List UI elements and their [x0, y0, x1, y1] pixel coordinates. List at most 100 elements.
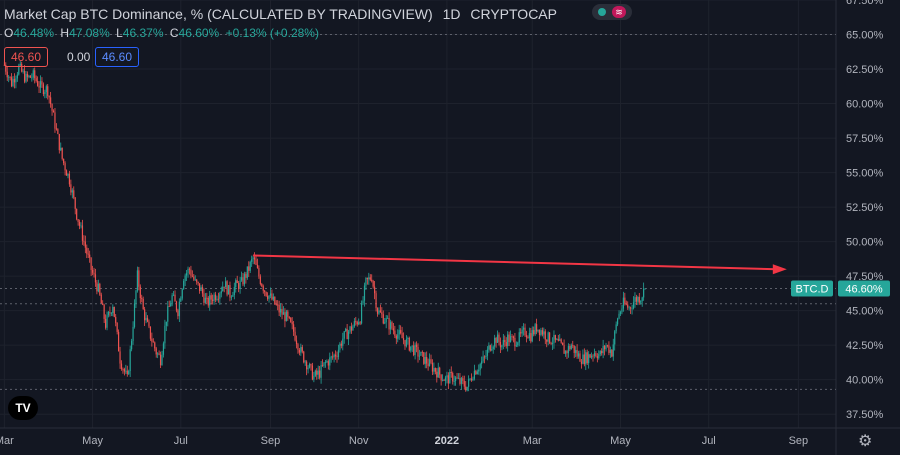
candle-body: [291, 322, 293, 325]
candle-body: [132, 326, 134, 342]
candle-body: [70, 184, 72, 193]
candle-body: [146, 317, 149, 322]
candle-body: [22, 70, 24, 72]
tradingview-logo[interactable]: TV: [8, 396, 38, 420]
candle-body: [107, 312, 110, 316]
candle-body: [598, 354, 600, 359]
candle-body: [417, 346, 419, 357]
candle-body: [608, 345, 610, 353]
market-status-pill[interactable]: ≋: [592, 4, 632, 20]
candle-body: [359, 322, 361, 324]
candle-body: [452, 373, 454, 382]
candle-body: [262, 286, 264, 291]
candle-body: [32, 70, 34, 78]
candle-body: [421, 351, 423, 353]
candle-body: [564, 351, 567, 354]
candle-body: [47, 86, 49, 96]
candle-body: [440, 374, 442, 381]
candle-body: [21, 63, 23, 72]
candle-body: [580, 361, 583, 364]
candle-body: [210, 295, 212, 300]
candle-body: [478, 369, 480, 372]
candle-body: [394, 330, 396, 336]
candle-body: [52, 110, 55, 113]
candle-body: [586, 352, 588, 364]
candle-body: [492, 346, 494, 350]
candle-body: [252, 257, 254, 260]
candle-body: [544, 331, 546, 340]
candle-body: [5, 65, 7, 72]
candle-body: [99, 283, 101, 295]
candle-body: [135, 290, 137, 304]
last-price-label: 46.60%: [845, 284, 883, 296]
candle-body: [643, 288, 645, 298]
candle-body: [443, 380, 445, 381]
candle-body: [606, 345, 609, 347]
candle-body: [468, 379, 470, 387]
candle-body: [637, 296, 639, 302]
candle-body: [248, 266, 250, 271]
candle-body: [115, 316, 117, 323]
candle-body: [641, 297, 643, 302]
candle-body: [570, 345, 572, 350]
candle-body: [423, 352, 425, 364]
candle-body: [576, 350, 578, 357]
candle-body: [174, 294, 176, 302]
candle-body: [368, 277, 370, 280]
candle-body: [418, 355, 421, 357]
candle-body: [246, 266, 248, 278]
candle-body: [106, 315, 108, 328]
y-tick-label: 45.00%: [846, 306, 884, 318]
candle-body: [625, 303, 627, 305]
candle-body: [212, 299, 214, 301]
candle-body: [337, 349, 340, 358]
candle-body: [375, 293, 377, 309]
candle-body: [465, 386, 467, 391]
x-tick-label: May: [610, 435, 631, 447]
candle-body: [534, 324, 536, 335]
candle-body: [378, 310, 380, 314]
spread-value: 0.00: [67, 50, 91, 64]
chart-interval[interactable]: 1D: [442, 6, 461, 22]
candle-body: [569, 346, 571, 350]
candle-body: [129, 349, 131, 372]
ohlc-legend: O46.48% H47.08% L46.37% C46.60% +0.13% (…: [4, 26, 322, 40]
candle-body: [281, 308, 283, 315]
candle-body: [288, 316, 290, 318]
data-status-icon: ≋: [612, 6, 626, 18]
candle-body: [164, 325, 166, 344]
sell-button[interactable]: 46.60: [4, 47, 49, 67]
candle-body: [572, 345, 574, 347]
candle-body: [428, 359, 431, 367]
candle-body: [48, 95, 50, 98]
candle-body: [589, 354, 591, 358]
candle-body: [90, 257, 92, 270]
candle-body: [482, 356, 484, 362]
candle-body: [214, 294, 217, 300]
candle-body: [459, 377, 461, 384]
gear-icon[interactable]: ⚙: [858, 433, 873, 450]
candle-body: [382, 314, 384, 324]
candle-body: [333, 354, 335, 358]
chart-title: Market Cap BTC Dominance, % (CALCULATED …: [4, 6, 433, 22]
candle-body: [599, 351, 601, 355]
candle-body: [567, 346, 570, 354]
candle-body: [612, 344, 614, 357]
candle-body: [125, 370, 127, 372]
buy-button[interactable]: 46.60: [95, 47, 140, 67]
candle-body: [605, 345, 607, 350]
candle-body: [360, 303, 363, 324]
candle-body: [109, 312, 111, 314]
candle-body: [86, 247, 88, 254]
candle-body: [57, 129, 59, 134]
candle-body: [197, 281, 199, 284]
candle-body: [171, 295, 173, 305]
candle-body: [13, 79, 16, 83]
candle-body: [499, 341, 502, 348]
candle-body: [514, 337, 516, 347]
candle-body: [562, 342, 564, 346]
candle-body: [74, 197, 76, 209]
candle-body: [631, 308, 633, 310]
candle-body: [200, 287, 202, 291]
candle-body: [6, 71, 8, 78]
